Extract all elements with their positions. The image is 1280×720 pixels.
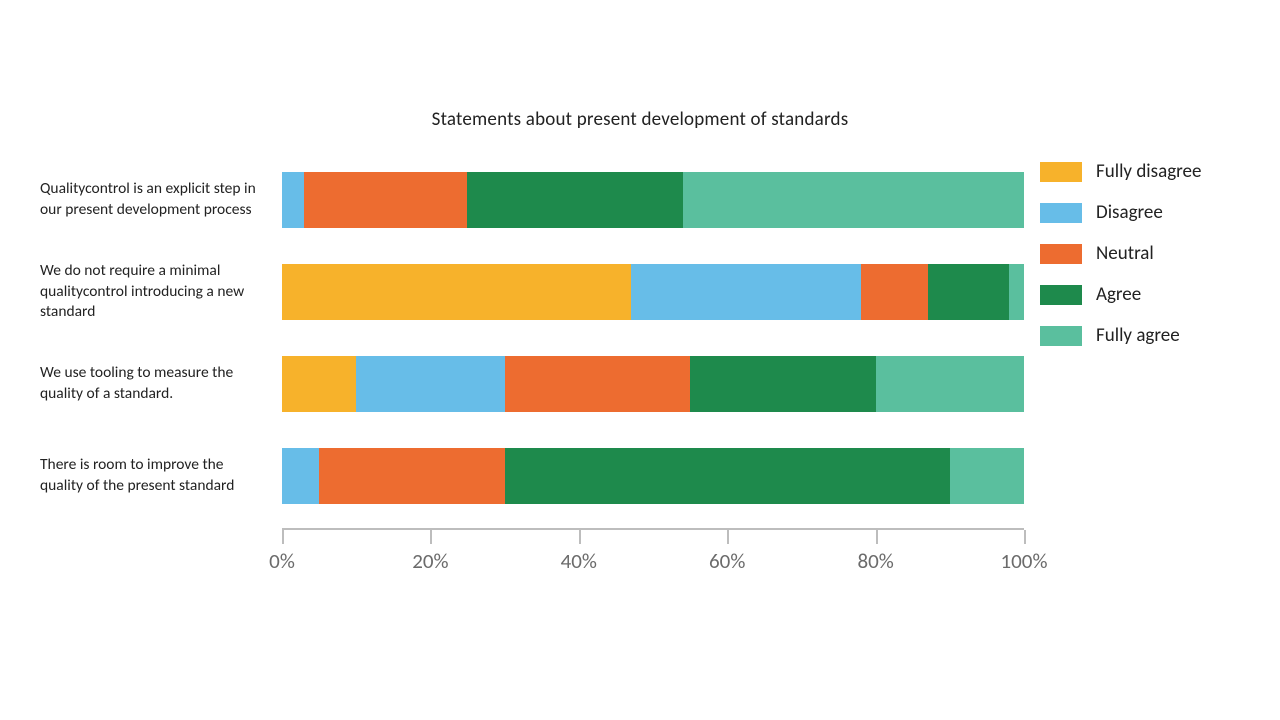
legend-label: Disagree <box>1096 201 1163 224</box>
legend-item: Fully disagree <box>1040 160 1250 183</box>
seg-neutral <box>304 172 467 228</box>
x-axis: 0% 20% 40% 60% 80% 100% <box>282 528 1024 542</box>
legend-swatch <box>1040 326 1082 346</box>
legend-item: Neutral <box>1040 242 1250 265</box>
legend-label: Fully agree <box>1096 324 1180 347</box>
seg-neutral <box>319 448 505 504</box>
bar <box>282 264 1024 320</box>
seg-agree <box>928 264 1010 320</box>
axis-tick-label: 100% <box>1001 548 1048 574</box>
seg-fully-agree <box>683 172 1024 228</box>
seg-fully-agree <box>1009 264 1024 320</box>
bar <box>282 356 1024 412</box>
seg-disagree <box>282 448 319 504</box>
chart-title: Statements about present development of … <box>0 108 1280 131</box>
seg-disagree <box>282 172 304 228</box>
legend-item: Agree <box>1040 283 1250 306</box>
seg-fully-agree <box>950 448 1024 504</box>
row-label: Qualitycontrol is an explicit step in ou… <box>40 179 282 221</box>
axis-tick <box>876 530 878 544</box>
legend-label: Neutral <box>1096 242 1154 265</box>
seg-disagree <box>356 356 504 412</box>
legend-item: Fully agree <box>1040 324 1250 347</box>
legend: Fully disagree Disagree Neutral Agree Fu… <box>1040 160 1250 365</box>
legend-swatch <box>1040 162 1082 182</box>
axis-tick-label: 20% <box>412 548 448 574</box>
seg-fully-agree <box>876 356 1024 412</box>
seg-agree <box>467 172 682 228</box>
seg-agree <box>690 356 876 412</box>
bar <box>282 172 1024 228</box>
axis-tick <box>1024 530 1026 544</box>
row-label: We use tooling to measure the quality of… <box>40 363 282 405</box>
seg-neutral <box>505 356 691 412</box>
seg-fully-disagree <box>282 264 631 320</box>
axis-tick <box>579 530 581 544</box>
legend-label: Agree <box>1096 283 1141 306</box>
row-label: We do not require a minimal qualitycontr… <box>40 261 282 324</box>
axis-tick <box>430 530 432 544</box>
seg-disagree <box>631 264 861 320</box>
axis-tick-label: 40% <box>561 548 597 574</box>
axis-tick-label: 60% <box>709 548 745 574</box>
axis-tick <box>727 530 729 544</box>
row-label: There is room to improve the quality of … <box>40 455 282 497</box>
legend-swatch <box>1040 285 1082 305</box>
seg-agree <box>505 448 950 504</box>
seg-fully-disagree <box>282 356 356 412</box>
legend-swatch <box>1040 203 1082 223</box>
bar <box>282 448 1024 504</box>
axis-tick-label: 0% <box>269 548 295 574</box>
seg-neutral <box>861 264 928 320</box>
legend-label: Fully disagree <box>1096 160 1201 183</box>
axis-tick <box>282 530 284 544</box>
legend-swatch <box>1040 244 1082 264</box>
bar-row: There is room to improve the quality of … <box>40 436 1240 516</box>
legend-item: Disagree <box>1040 201 1250 224</box>
axis-tick-label: 80% <box>857 548 893 574</box>
